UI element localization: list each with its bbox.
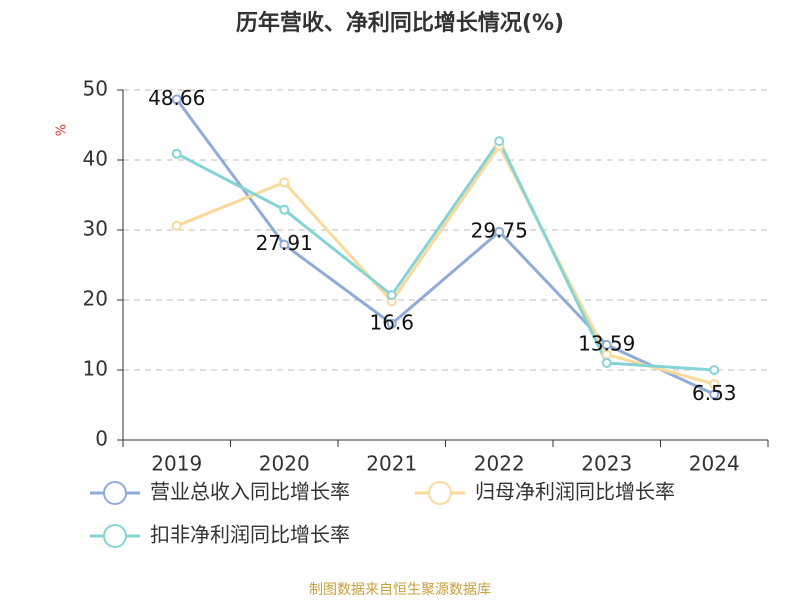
data-point	[494, 136, 505, 147]
data-point	[171, 148, 182, 159]
y-tick-label: 30	[83, 217, 108, 241]
legend-marker	[103, 524, 127, 548]
data-point	[279, 239, 290, 250]
data-point	[171, 220, 182, 231]
data-label: 27.91	[256, 231, 313, 255]
data-point	[709, 389, 720, 400]
legend-label: 营业总收入同比增长率	[150, 480, 350, 504]
y-tick-label: 20	[83, 287, 108, 311]
data-point	[279, 204, 290, 215]
x-tick-label: 2020	[259, 452, 310, 476]
series-line	[176, 143, 715, 386]
data-point	[601, 358, 612, 368]
data-label: 13.59	[578, 331, 635, 355]
x-tick-label: 2023	[581, 452, 632, 476]
data-label: 16.6	[369, 310, 414, 334]
data-point	[386, 318, 397, 329]
x-tick-label: 2024	[689, 452, 740, 476]
legend-label: 归母净利润同比增长率	[475, 480, 675, 504]
y-axis-label: %	[55, 124, 70, 136]
data-point	[386, 290, 397, 301]
data-point	[601, 339, 612, 350]
data-point	[709, 365, 720, 375]
chart-title: 历年营收、净利同比增长情况(%)	[236, 10, 564, 36]
data-point	[494, 226, 505, 237]
source-note: 制图数据来自恒生聚源数据库	[309, 582, 491, 598]
series-line	[176, 138, 715, 372]
y-tick-label: 50	[83, 77, 108, 101]
data-label: 6.53	[692, 381, 737, 405]
legend-label: 扣非净利润同比增长率	[150, 523, 350, 547]
x-tick-label: 2021	[366, 452, 417, 476]
y-tick-label: 40	[83, 147, 108, 171]
legend-marker	[428, 481, 452, 505]
data-label: 48.66	[148, 86, 205, 110]
data-point	[709, 379, 720, 389]
x-tick-label: 2019	[151, 452, 202, 476]
x-tick-label: 2022	[474, 452, 525, 476]
y-tick-label: 10	[83, 357, 108, 381]
legend-marker	[103, 481, 127, 505]
data-label: 29.75	[471, 218, 528, 242]
y-tick-label: 0	[95, 427, 108, 451]
series-line	[175, 98, 715, 396]
data-point	[279, 177, 290, 188]
data-point	[171, 94, 182, 105]
